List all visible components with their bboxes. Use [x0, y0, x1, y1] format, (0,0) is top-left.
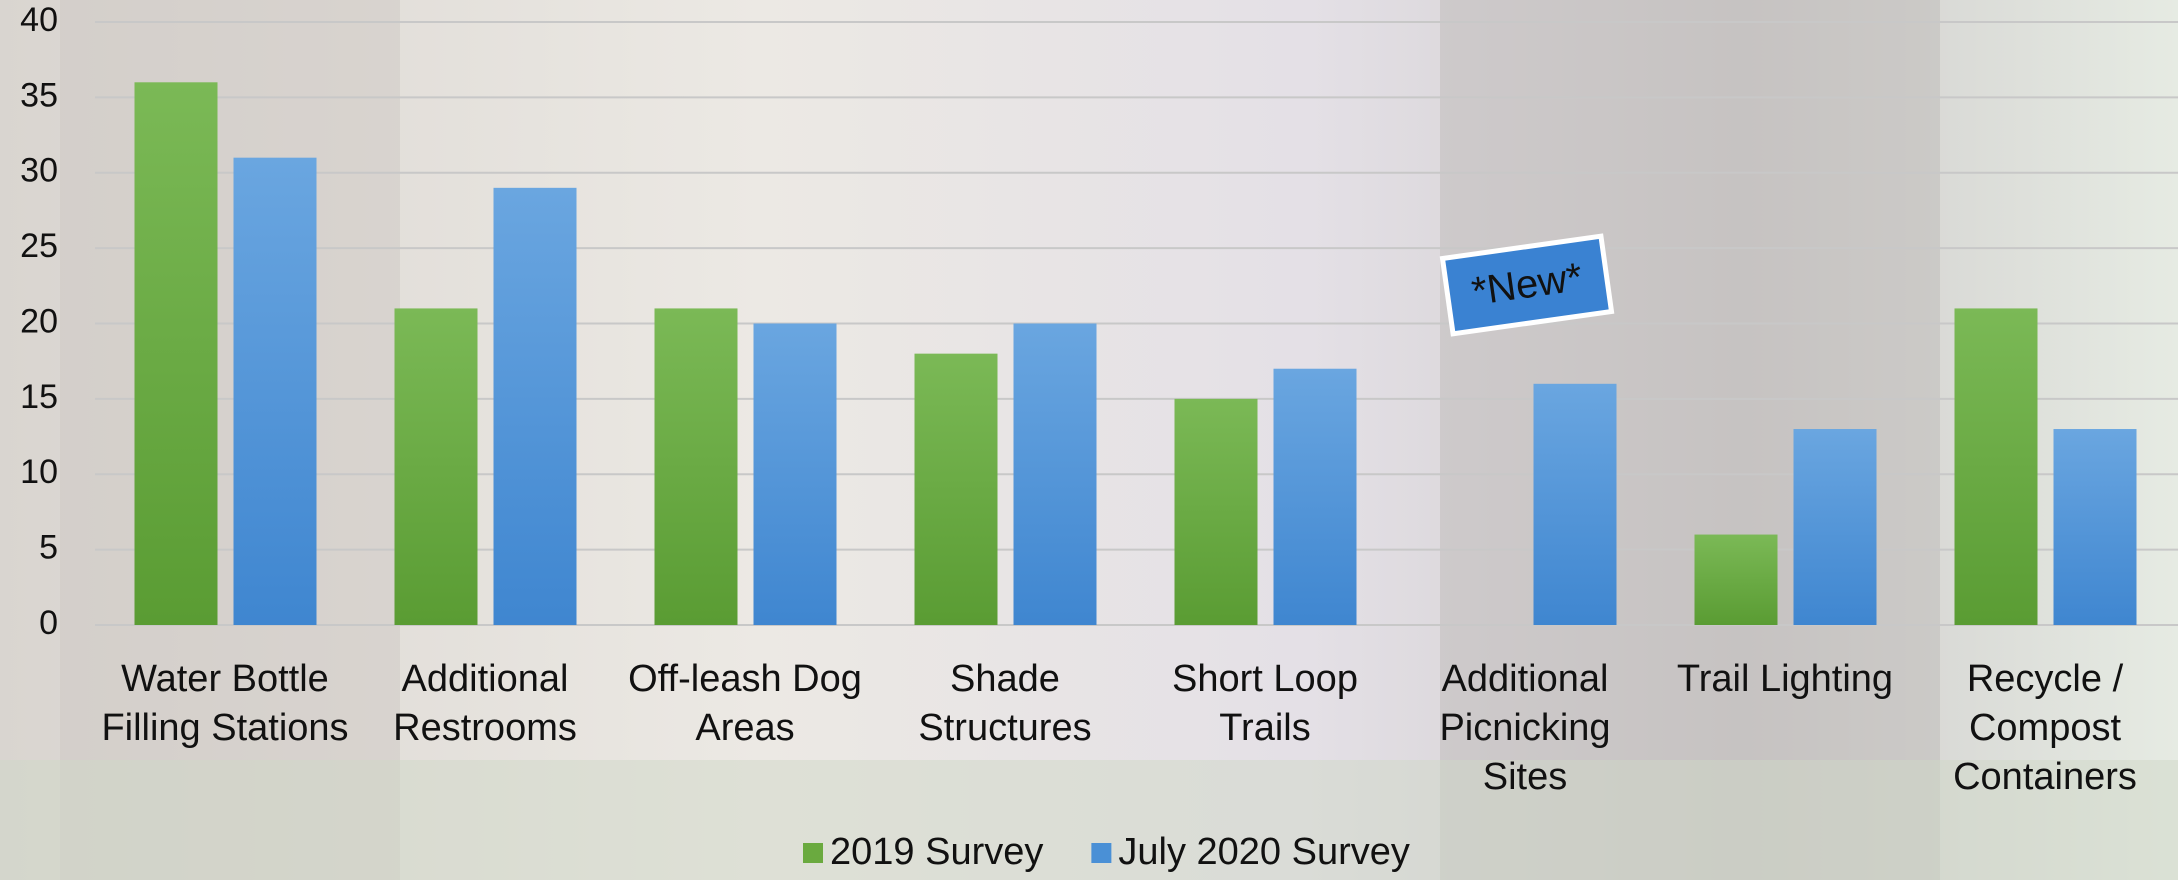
legend-label: 2019 Survey [830, 831, 1043, 873]
x-tick-label: Filling Stations [101, 707, 348, 749]
bar [1274, 369, 1357, 625]
x-tick-label: Recycle / [1967, 658, 2124, 700]
x-tick-label: Shade [950, 658, 1060, 700]
x-tick-label: Additional [402, 658, 569, 700]
legend-swatch [803, 843, 823, 863]
legend-label: July 2020 Survey [1118, 831, 1410, 873]
x-tick-label: Trail Lighting [1677, 658, 1893, 700]
background-shape [0, 760, 2178, 880]
x-tick-label: Trails [1219, 707, 1310, 749]
y-tick-label: 40 [20, 1, 58, 39]
x-tick-label: Compost [1969, 707, 2121, 749]
x-tick-label: Areas [695, 707, 794, 749]
bar [395, 308, 478, 625]
bar [1794, 429, 1877, 625]
bar [915, 354, 998, 625]
legend-swatch [1091, 843, 1111, 863]
bar [135, 82, 218, 625]
bar [2054, 429, 2137, 625]
x-tick-label: Water Bottle [121, 658, 329, 700]
bar [1534, 384, 1617, 625]
y-tick-label: 0 [39, 604, 58, 642]
x-tick-label: Off-leash Dog [628, 658, 862, 700]
bar [754, 324, 837, 626]
bar [1014, 324, 1097, 626]
x-tick-label: Restrooms [393, 707, 577, 749]
bar [494, 188, 577, 625]
bar [234, 158, 317, 625]
bar [655, 308, 738, 625]
chart: 0 5 10 15 20 25 30 35 40 Water Bottle Filling Stat… [0, 0, 2178, 880]
x-tick-label: Picnicking [1439, 707, 1610, 749]
bar [1175, 399, 1258, 625]
bar [1695, 535, 1778, 625]
y-tick-label: 10 [20, 453, 58, 491]
x-tick-label: Structures [918, 707, 1091, 749]
y-tick-label: 25 [20, 227, 58, 265]
y-tick-label: 20 [20, 302, 58, 340]
y-tick-label: 35 [20, 76, 58, 114]
x-tick-label: Sites [1483, 756, 1567, 798]
x-tick-label: Additional [1442, 658, 1609, 700]
y-tick-label: 15 [20, 378, 58, 416]
bar [1955, 308, 2038, 625]
x-tick-label: Short Loop [1172, 658, 1358, 700]
y-tick-label: 30 [20, 152, 58, 190]
y-tick-label: 5 [39, 529, 58, 567]
x-tick-label: Containers [1953, 756, 2137, 798]
